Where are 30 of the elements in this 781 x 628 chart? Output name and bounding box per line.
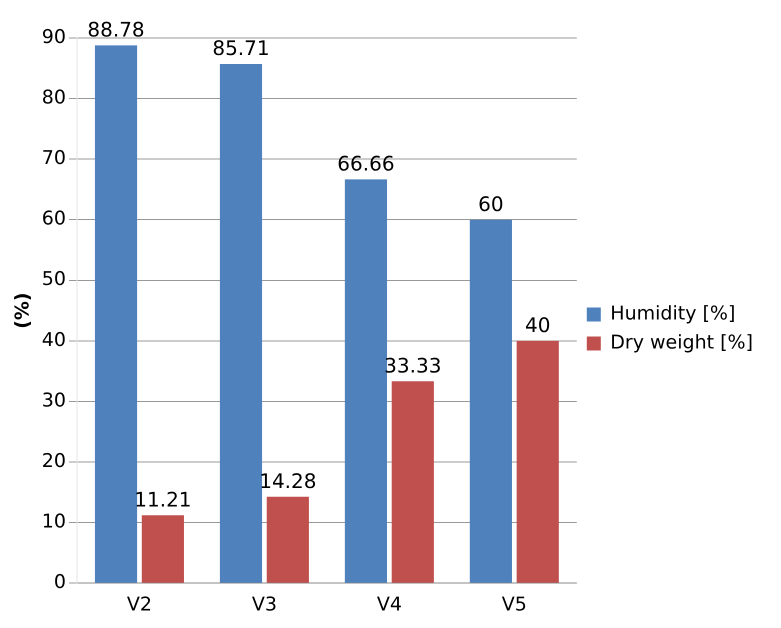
bar [392, 381, 434, 583]
bar [266, 496, 309, 583]
bar [470, 220, 512, 583]
legend-label: Humidity [%] [610, 302, 736, 324]
bar [220, 64, 262, 583]
y-tick-label: 30 [42, 389, 66, 412]
data-label: 88.78 [87, 18, 145, 42]
y-tick-label: 70 [42, 147, 66, 170]
y-tick-label: 90 [42, 26, 66, 48]
y-tick-label: 40 [42, 328, 66, 351]
x-tick-label: V4 [376, 594, 402, 616]
y-axis-title: (%) [11, 292, 34, 329]
bar [142, 515, 184, 583]
data-label: 60 [478, 192, 504, 216]
bar [344, 179, 388, 583]
legend-label: Dry weight [%] [610, 331, 754, 354]
y-tick-label: 60 [42, 208, 66, 230]
y-tick-label: 20 [42, 450, 66, 472]
x-tick-label: V2 [126, 594, 152, 616]
data-label: 66.66 [337, 152, 395, 176]
bar [516, 340, 559, 583]
y-tick-label: 50 [42, 268, 66, 290]
y-tick-label: 80 [42, 86, 66, 109]
x-tick-label: V5 [502, 594, 527, 616]
y-tick-label: 0 [54, 571, 66, 594]
data-label: 85.71 [212, 36, 270, 60]
bar [94, 45, 138, 583]
data-label: 40 [525, 313, 550, 338]
x-tick-label: V3 [252, 594, 277, 616]
y-tick-label: 10 [42, 510, 66, 533]
